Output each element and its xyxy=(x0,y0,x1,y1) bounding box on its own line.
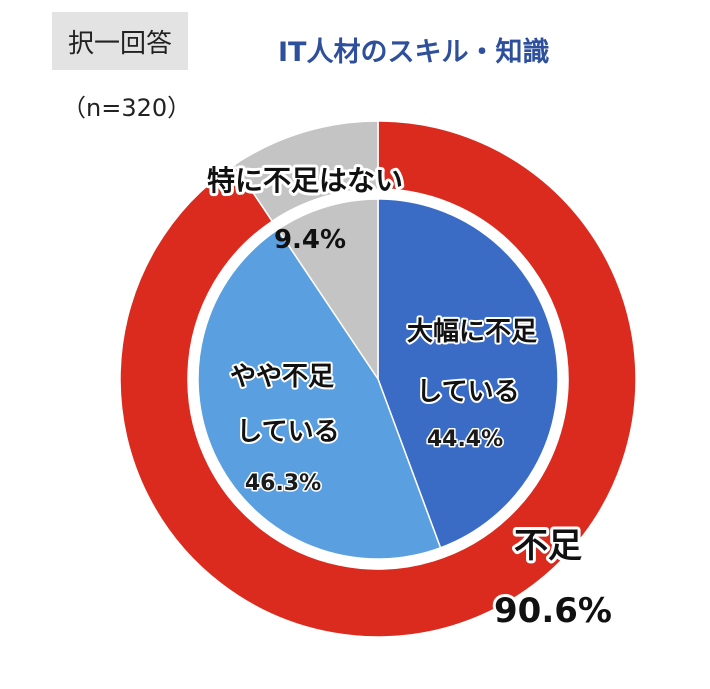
outer-insufficient-value: 90.6% xyxy=(494,591,612,631)
inner-somewhat-label-line1: やや不足 xyxy=(230,362,334,392)
outer-insufficient-label: 不足 xyxy=(514,526,582,566)
inner-large-label-line2: している xyxy=(416,377,519,407)
inner-pie xyxy=(197,198,559,560)
outer-none-label: 特に不足はない xyxy=(207,164,403,197)
inner-large-label-line1: 大幅に不足 xyxy=(407,317,537,347)
inner-somewhat-value: 46.3% xyxy=(245,471,321,496)
outer-slice-1 xyxy=(233,120,379,223)
inner-slice-2 xyxy=(276,198,379,382)
inner-slice-0 xyxy=(377,198,559,549)
outer-ring xyxy=(119,120,637,638)
outer-slice-0 xyxy=(119,120,637,638)
inner-somewhat-label-line2: している xyxy=(236,417,339,447)
inner-slice-1 xyxy=(197,228,442,560)
outer-none-value: 9.4% xyxy=(274,225,346,255)
inner-large-value: 44.4% xyxy=(427,427,503,452)
sample-size-label: （n=320） xyxy=(62,94,192,122)
chart-title: IT人材のスキル・知識 xyxy=(278,37,550,68)
question-type-badge: 択一回答 xyxy=(52,12,188,70)
